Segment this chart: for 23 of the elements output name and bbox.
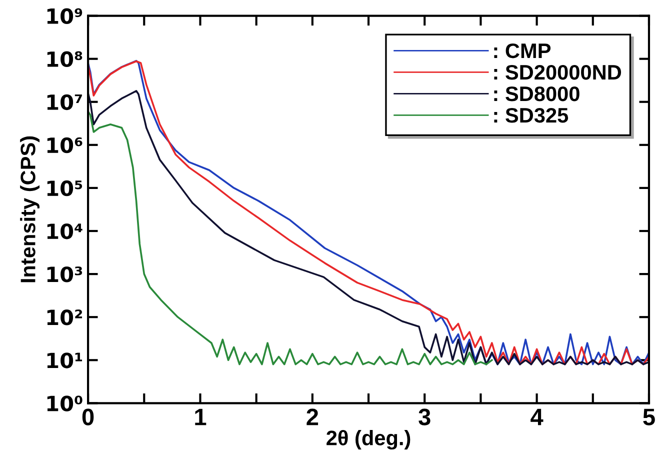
legend-label: : SD20000ND (494, 64, 622, 80)
y-tick-label: 10¹ (47, 352, 82, 368)
y-tick-label: 10⁴ (47, 223, 82, 240)
y-tick-label: 10² (47, 310, 82, 326)
legend-label: : SD325 (494, 108, 568, 123)
y-tick-label: 10⁷ (47, 94, 82, 110)
y-tick-label: 10⁸ (47, 51, 82, 68)
y-tick-label: 10⁶ (47, 137, 82, 154)
x-tick-label: 0 (82, 408, 94, 426)
x-tick-label: 4 (530, 408, 544, 426)
line-series (88, 110, 493, 366)
y-tick-label: 10⁰ (47, 396, 82, 412)
y-tick-label: 10⁵ (47, 180, 82, 196)
legend-label: : SD8000 (494, 86, 580, 102)
legend-label: : CMP (494, 43, 551, 58)
x-tick-label: 2 (306, 408, 318, 426)
x-tick-label: 5 (643, 408, 655, 426)
x-tick-label: 3 (418, 408, 430, 426)
y-axis-title: Intensity (CPS) (20, 136, 40, 282)
x-tick-label: 1 (195, 408, 206, 426)
x-axis-title: 2θ (deg.) (326, 430, 410, 450)
y-tick-label: 10³ (47, 266, 82, 282)
y-tick-label: 10⁹ (47, 8, 82, 24)
